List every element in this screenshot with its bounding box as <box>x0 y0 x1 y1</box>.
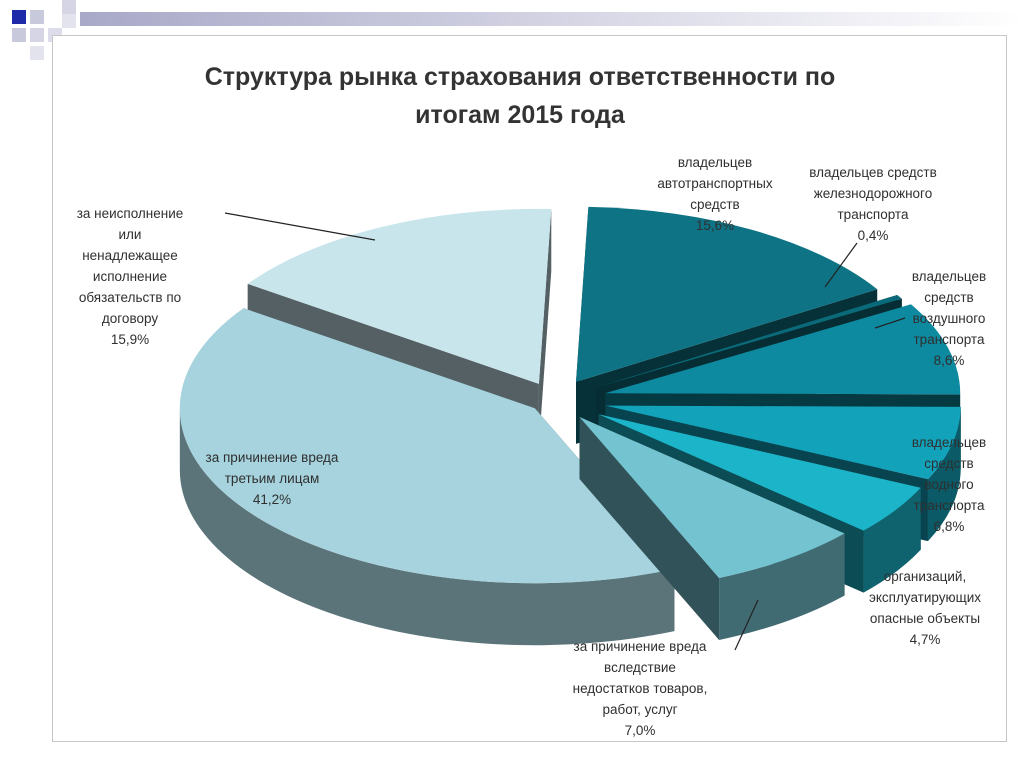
label-leader-line <box>874 317 906 329</box>
slice-label-line: средств <box>690 197 740 212</box>
slice-value: 7,0% <box>624 723 656 738</box>
deco-square-gray-3 <box>30 28 44 42</box>
slice-label-line: владельцев средств <box>809 165 937 180</box>
deco-square-gray-4 <box>12 28 26 42</box>
slice-label: за неисполнение или ненадлежащее исполнение… <box>40 203 220 350</box>
pie-slice-wall <box>538 209 552 446</box>
pie-slice <box>598 414 921 531</box>
deco-header-bar <box>80 12 1024 26</box>
slice-label: владельцев средств воздушного транспорта 8,6… <box>859 266 1024 371</box>
deco-square-gray-1 <box>30 10 44 24</box>
label-leader-line <box>824 242 858 288</box>
slice-label-line: работ, услуг <box>602 702 678 717</box>
chart-title: Структура рынка страхования ответственно… <box>150 58 890 134</box>
slice-label: владельцев автотранспортных средств 15,6% <box>625 152 805 236</box>
slice-value: 41,2% <box>252 492 292 507</box>
slice-label-line: вследствие <box>604 660 676 675</box>
slice-label-line: ненадлежащее <box>82 248 178 263</box>
slice-label-line: водного <box>924 477 974 492</box>
slice-label-line: недостатков товаров, <box>572 681 708 696</box>
slice-label-line: организаций, <box>883 569 967 584</box>
slice-label: владельцев средств водного транспорта 6,8% <box>859 432 1024 537</box>
pie-slice-side <box>927 406 961 542</box>
slice-label-line: средств <box>924 290 974 305</box>
pie-slice <box>579 417 845 578</box>
slice-label: организаций, эксплуатирующих опасные объек… <box>835 566 1015 650</box>
pie-slice-side <box>863 487 921 593</box>
pie-slice <box>605 405 961 480</box>
slice-value: 15,6% <box>695 218 735 233</box>
pie-slice-side <box>179 408 675 646</box>
deco-square-blue <box>12 10 26 24</box>
slice-label-line: опасные объекты <box>869 611 981 626</box>
deco-square-gray-2 <box>62 0 76 14</box>
label-leader-line <box>734 599 759 651</box>
pie-slice <box>247 208 552 384</box>
slice-label-line: средств <box>924 456 974 471</box>
slice-label: за причинение вреда третьим лицам 41,2% <box>182 447 362 510</box>
slice-label-line: транспорта <box>913 498 985 513</box>
slice-value: 15,9% <box>110 332 150 347</box>
slice-value: 6,8% <box>933 519 965 534</box>
slice-label-line: владельцев <box>677 155 753 170</box>
slice-label-line: за неисполнение <box>76 206 184 221</box>
slice-value: 4,7% <box>909 632 941 647</box>
chart-title-line-2: итогам 2015 года <box>415 101 625 129</box>
slice-label-line: исполнение <box>92 269 168 284</box>
pie-slice <box>576 206 878 382</box>
slide-decoration <box>12 0 1024 60</box>
slice-label-line: за причинение вреда <box>205 450 339 465</box>
slice-label-line: обязательств по <box>78 290 182 305</box>
slice-label-line: автотранспортных <box>657 176 773 191</box>
pie-slice <box>596 294 902 388</box>
pie-slice-group <box>179 308 675 646</box>
deco-square-gray-7 <box>62 14 76 28</box>
slice-label-line: владельцев <box>911 435 987 450</box>
slice-label-line: договору <box>101 311 159 326</box>
deco-square-gray-6 <box>30 46 44 60</box>
slice-value: 0,4% <box>857 228 889 243</box>
slice-label-line: или <box>118 227 142 242</box>
pie-slice-group <box>579 417 845 640</box>
slice-label-line: эксплуатирующих <box>868 590 982 605</box>
slice-label: владельцев средств железнодорожного трансп… <box>783 162 963 246</box>
slice-value: 8,6% <box>933 353 965 368</box>
slice-label-line: воздушного <box>912 311 986 326</box>
pie-slice <box>605 304 961 395</box>
slice-label-line: третьим лицам <box>224 471 320 486</box>
slice-label-line: транспорта <box>837 207 909 222</box>
label-leader-line <box>224 212 376 241</box>
chart-title-line-1: Структура рынка страхования ответственно… <box>204 63 836 91</box>
pie-slice-wall <box>579 417 720 640</box>
slice-label-line: за причинение вреда <box>573 639 707 654</box>
slice-label: за причинение вреда вследствие недостатков… <box>550 636 730 741</box>
slice-label-line: транспорта <box>913 332 985 347</box>
slice-label-line: железнодорожного <box>813 186 933 201</box>
slice-label-line: владельцев <box>911 269 987 284</box>
pie-slice-side <box>719 533 845 640</box>
pie-slice <box>179 308 675 584</box>
